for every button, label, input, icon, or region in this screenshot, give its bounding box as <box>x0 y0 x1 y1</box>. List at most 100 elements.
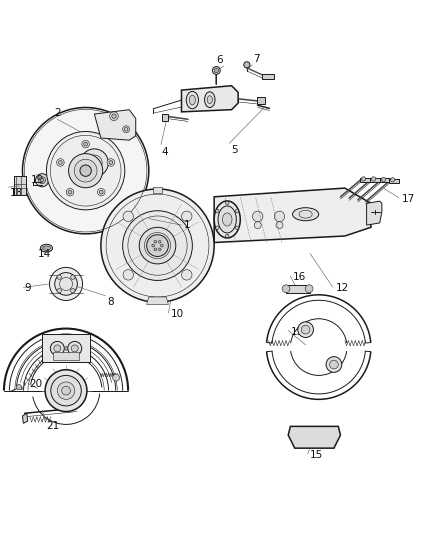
Bar <box>42 334 90 362</box>
Circle shape <box>160 244 163 247</box>
Circle shape <box>139 227 176 264</box>
Circle shape <box>16 384 21 390</box>
Circle shape <box>64 346 68 350</box>
Circle shape <box>107 159 114 166</box>
Bar <box>370 177 380 182</box>
Text: 5: 5 <box>232 144 238 155</box>
Circle shape <box>110 112 118 120</box>
Ellipse shape <box>218 206 236 233</box>
Text: 15: 15 <box>310 450 323 459</box>
Circle shape <box>82 140 90 148</box>
Circle shape <box>123 270 133 280</box>
Circle shape <box>57 275 62 279</box>
Text: 18: 18 <box>10 188 23 198</box>
Circle shape <box>71 275 75 279</box>
Text: 21: 21 <box>46 421 60 431</box>
Text: 20: 20 <box>29 379 42 389</box>
Circle shape <box>158 248 161 251</box>
Circle shape <box>68 342 82 356</box>
Text: 4: 4 <box>162 147 169 157</box>
Circle shape <box>123 211 133 222</box>
Text: 16: 16 <box>292 272 306 282</box>
Circle shape <box>152 244 154 247</box>
Circle shape <box>276 222 283 229</box>
Circle shape <box>235 226 239 230</box>
Circle shape <box>181 211 192 222</box>
Circle shape <box>254 222 261 229</box>
Polygon shape <box>181 86 238 112</box>
Text: 17: 17 <box>402 194 415 204</box>
Circle shape <box>298 322 313 337</box>
Circle shape <box>66 188 74 196</box>
Circle shape <box>244 62 250 68</box>
Ellipse shape <box>207 96 212 103</box>
Circle shape <box>109 160 113 164</box>
Text: 8: 8 <box>108 297 114 307</box>
Circle shape <box>326 357 342 373</box>
Ellipse shape <box>214 201 240 238</box>
Circle shape <box>80 149 108 177</box>
Circle shape <box>35 174 49 187</box>
Circle shape <box>253 211 263 222</box>
Circle shape <box>123 211 192 280</box>
Bar <box>286 285 310 293</box>
Circle shape <box>49 268 83 301</box>
Circle shape <box>361 177 366 181</box>
Circle shape <box>84 142 87 146</box>
Ellipse shape <box>42 246 50 251</box>
Polygon shape <box>288 426 340 448</box>
Text: 19: 19 <box>31 175 44 185</box>
Circle shape <box>68 190 72 194</box>
Circle shape <box>74 159 97 182</box>
Text: 2: 2 <box>54 108 61 118</box>
Bar <box>53 352 79 360</box>
Text: 3: 3 <box>184 95 190 106</box>
Circle shape <box>382 177 386 182</box>
Circle shape <box>216 209 219 213</box>
Circle shape <box>55 272 77 295</box>
Ellipse shape <box>40 244 52 252</box>
Circle shape <box>80 165 91 176</box>
Bar <box>153 187 162 193</box>
Text: 7: 7 <box>253 54 260 64</box>
Circle shape <box>225 201 229 205</box>
Bar <box>360 177 370 182</box>
Circle shape <box>45 370 87 411</box>
Circle shape <box>301 325 310 334</box>
Circle shape <box>371 177 376 181</box>
Circle shape <box>97 188 105 196</box>
Circle shape <box>57 159 64 166</box>
Circle shape <box>274 211 285 222</box>
Text: 9: 9 <box>24 283 31 293</box>
Circle shape <box>154 240 156 243</box>
Text: 13: 13 <box>290 327 304 337</box>
Circle shape <box>123 126 130 133</box>
Ellipse shape <box>205 92 215 108</box>
Circle shape <box>22 108 149 234</box>
Circle shape <box>71 288 75 293</box>
Circle shape <box>62 386 70 395</box>
Text: 14: 14 <box>38 249 51 259</box>
Circle shape <box>38 177 45 184</box>
Ellipse shape <box>222 213 232 226</box>
Circle shape <box>51 375 81 406</box>
Polygon shape <box>147 297 168 304</box>
Circle shape <box>50 342 64 356</box>
Circle shape <box>235 209 239 213</box>
Circle shape <box>329 360 338 369</box>
Circle shape <box>40 179 44 182</box>
Ellipse shape <box>186 91 198 109</box>
Text: 10: 10 <box>170 310 184 319</box>
Text: 6: 6 <box>216 55 223 65</box>
Circle shape <box>216 226 219 230</box>
Bar <box>262 74 274 79</box>
Circle shape <box>57 382 75 399</box>
Polygon shape <box>214 188 371 243</box>
Bar <box>162 115 168 122</box>
Polygon shape <box>94 110 136 140</box>
Ellipse shape <box>292 208 319 221</box>
Bar <box>14 176 26 195</box>
Text: 12: 12 <box>336 283 349 293</box>
Circle shape <box>391 177 395 182</box>
Bar <box>380 178 390 182</box>
